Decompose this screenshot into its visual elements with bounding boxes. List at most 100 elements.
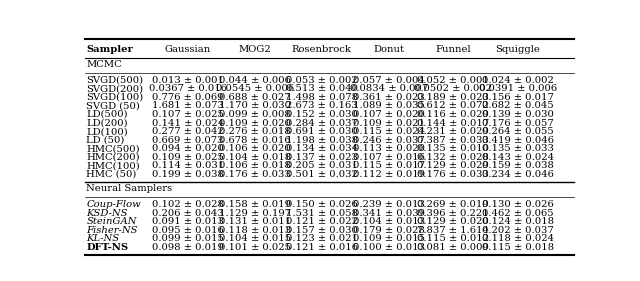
Text: 0.013 ± 0.001: 0.013 ± 0.001 <box>152 76 224 85</box>
Text: 0.678 ± 0.016: 0.678 ± 0.016 <box>219 136 291 145</box>
Text: 0.094 ± 0.020: 0.094 ± 0.020 <box>152 144 224 153</box>
Text: 0.152 ± 0.030: 0.152 ± 0.030 <box>286 110 358 119</box>
Text: 0.205 ± 0.031: 0.205 ± 0.031 <box>286 161 358 170</box>
Text: 0.246 ± 0.037: 0.246 ± 0.037 <box>353 136 424 145</box>
Text: 0.109 ± 0.020: 0.109 ± 0.020 <box>219 119 291 128</box>
Text: 0.118 ± 0.013: 0.118 ± 0.013 <box>219 226 291 235</box>
Text: 0.691 ± 0.030: 0.691 ± 0.030 <box>286 127 358 136</box>
Text: 1.498 ± 0.078: 1.498 ± 0.078 <box>286 93 358 102</box>
Text: 0.0391 ± 0.006: 0.0391 ± 0.006 <box>479 84 557 93</box>
Text: Fisher-NS: Fisher-NS <box>86 226 138 235</box>
Text: LD (50): LD (50) <box>86 136 125 145</box>
Text: Squiggle: Squiggle <box>495 45 540 54</box>
Text: 0.107 ± 0.016: 0.107 ± 0.016 <box>353 153 425 162</box>
Text: 0.0502 ± 0.002: 0.0502 ± 0.002 <box>414 84 492 93</box>
Text: 0.115 ± 0.017: 0.115 ± 0.017 <box>353 161 425 170</box>
Text: 0.276 ± 0.018: 0.276 ± 0.018 <box>219 127 291 136</box>
Text: 0.156 ± 0.017: 0.156 ± 0.017 <box>482 93 554 102</box>
Text: 0.024 ± 0.002: 0.024 ± 0.002 <box>482 76 554 85</box>
Text: 0.053 ± 0.002: 0.053 ± 0.002 <box>286 76 358 85</box>
Text: SVGD(500): SVGD(500) <box>86 76 143 85</box>
Text: 0.361 ± 0.023: 0.361 ± 0.023 <box>353 93 424 102</box>
Text: 0.134 ± 0.034: 0.134 ± 0.034 <box>285 144 358 153</box>
Text: HMC (50): HMC (50) <box>86 170 137 179</box>
Text: 0.135 ± 0.033: 0.135 ± 0.033 <box>482 144 554 153</box>
Text: 0.234 ± 0.046: 0.234 ± 0.046 <box>482 170 554 179</box>
Text: 0.130 ± 0.026: 0.130 ± 0.026 <box>482 200 554 209</box>
Text: KL-NS: KL-NS <box>86 234 120 243</box>
Text: 0.107 ± 0.020: 0.107 ± 0.020 <box>353 110 425 119</box>
Text: 0.144 ± 0.017: 0.144 ± 0.017 <box>417 119 490 128</box>
Text: 1.089 ± 0.035: 1.089 ± 0.035 <box>353 101 425 110</box>
Text: 2.673 ± 0.163: 2.673 ± 0.163 <box>286 101 358 110</box>
Text: 0.106 ± 0.020: 0.106 ± 0.020 <box>219 144 291 153</box>
Text: 0.176 ± 0.057: 0.176 ± 0.057 <box>482 119 554 128</box>
Text: 0.231 ± 0.029: 0.231 ± 0.029 <box>417 127 489 136</box>
Text: 0.115 ± 0.018: 0.115 ± 0.018 <box>482 243 554 252</box>
Text: 0.176 ± 0.033: 0.176 ± 0.033 <box>417 170 489 179</box>
Text: Coup-Flow: Coup-Flow <box>86 200 141 209</box>
Text: 0.179 ± 0.028: 0.179 ± 0.028 <box>353 226 425 235</box>
Text: 0.112 ± 0.019: 0.112 ± 0.019 <box>353 170 425 179</box>
Text: KSD-NS: KSD-NS <box>86 209 128 218</box>
Text: 0.114 ± 0.031: 0.114 ± 0.031 <box>152 161 224 170</box>
Text: HMC(200): HMC(200) <box>86 153 140 162</box>
Text: HMC(100): HMC(100) <box>86 161 140 170</box>
Text: 0.264 ± 0.055: 0.264 ± 0.055 <box>482 127 554 136</box>
Text: 0.189 ± 0.023: 0.189 ± 0.023 <box>417 93 489 102</box>
Text: 0.109 ± 0.021: 0.109 ± 0.021 <box>353 119 425 128</box>
Text: 0.141 ± 0.024: 0.141 ± 0.024 <box>152 119 224 128</box>
Text: 0.052 ± 0.001: 0.052 ± 0.001 <box>417 76 489 85</box>
Text: SVGD (50): SVGD (50) <box>86 101 140 110</box>
Text: 0.143 ± 0.024: 0.143 ± 0.024 <box>482 153 554 162</box>
Text: 0.0545 ± 0.006: 0.0545 ± 0.006 <box>216 84 294 93</box>
Text: 0.150 ± 0.026: 0.150 ± 0.026 <box>286 200 358 209</box>
Text: Donut: Donut <box>373 45 404 54</box>
Text: 0.387 ± 0.033: 0.387 ± 0.033 <box>417 136 489 145</box>
Text: 0.776 ± 0.069: 0.776 ± 0.069 <box>152 93 223 102</box>
Text: 0.044 ± 0.006: 0.044 ± 0.006 <box>219 76 291 85</box>
Text: 0.113 ± 0.020: 0.113 ± 0.020 <box>353 144 425 153</box>
Text: MOG2: MOG2 <box>239 45 271 54</box>
Text: 0.115 ± 0.012: 0.115 ± 0.012 <box>417 234 490 243</box>
Text: LD(100): LD(100) <box>86 127 128 136</box>
Text: 0.202 ± 0.037: 0.202 ± 0.037 <box>482 226 554 235</box>
Text: 0.121 ± 0.022: 0.121 ± 0.022 <box>286 217 358 226</box>
Text: Rosenbrock: Rosenbrock <box>292 45 352 54</box>
Text: SVGD(200): SVGD(200) <box>86 84 143 93</box>
Text: 1.170 ± 0.030: 1.170 ± 0.030 <box>219 101 291 110</box>
Text: 0.104 ± 0.013: 0.104 ± 0.013 <box>353 217 425 226</box>
Text: 0.513 ± 0.040: 0.513 ± 0.040 <box>286 84 358 93</box>
Text: 1.531 ± 0.058: 1.531 ± 0.058 <box>286 209 358 218</box>
Text: 0.135 ± 0.010: 0.135 ± 0.010 <box>417 144 489 153</box>
Text: 0.269 ± 0.019: 0.269 ± 0.019 <box>417 200 489 209</box>
Text: 0.284 ± 0.037: 0.284 ± 0.037 <box>286 119 358 128</box>
Text: 0.239 ± 0.013: 0.239 ± 0.013 <box>353 200 425 209</box>
Text: 0.121 ± 0.016: 0.121 ± 0.016 <box>286 243 358 252</box>
Text: 0.277 ± 0.042: 0.277 ± 0.042 <box>152 127 224 136</box>
Text: 0.109 ± 0.025: 0.109 ± 0.025 <box>152 153 224 162</box>
Text: 0.104 ± 0.018: 0.104 ± 0.018 <box>219 153 291 162</box>
Text: 0.176 ± 0.033: 0.176 ± 0.033 <box>219 170 291 179</box>
Text: 0.206 ± 0.043: 0.206 ± 0.043 <box>152 209 224 218</box>
Text: SVGD(100): SVGD(100) <box>86 93 144 102</box>
Text: 0.129 ± 0.020: 0.129 ± 0.020 <box>417 217 489 226</box>
Text: 0.0834 ± 0.007: 0.0834 ± 0.007 <box>349 84 428 93</box>
Text: 0.131 ± 0.011: 0.131 ± 0.011 <box>219 217 291 226</box>
Text: LD(500): LD(500) <box>86 110 128 119</box>
Text: 0.057 ± 0.004: 0.057 ± 0.004 <box>353 76 425 85</box>
Text: 1.129 ± 0.197: 1.129 ± 0.197 <box>219 209 291 218</box>
Text: 0.123 ± 0.021: 0.123 ± 0.021 <box>286 234 358 243</box>
Text: HMC(500): HMC(500) <box>86 144 140 153</box>
Text: 0.396 ± 0.221: 0.396 ± 0.221 <box>417 209 489 218</box>
Text: 0.107 ± 0.025: 0.107 ± 0.025 <box>152 110 224 119</box>
Text: 0.158 ± 0.019: 0.158 ± 0.019 <box>219 200 291 209</box>
Text: 0.102 ± 0.028: 0.102 ± 0.028 <box>152 200 224 209</box>
Text: 0.091 ± 0.013: 0.091 ± 0.013 <box>152 217 224 226</box>
Text: 0.129 ± 0.029: 0.129 ± 0.029 <box>417 161 489 170</box>
Text: 0.688 ± 0.027: 0.688 ± 0.027 <box>219 93 291 102</box>
Text: 0.139 ± 0.030: 0.139 ± 0.030 <box>482 110 554 119</box>
Text: 0.115 ± 0.024: 0.115 ± 0.024 <box>353 127 425 136</box>
Text: 0.118 ± 0.024: 0.118 ± 0.024 <box>482 234 554 243</box>
Text: 0.0367 ± 0.016: 0.0367 ± 0.016 <box>149 84 227 93</box>
